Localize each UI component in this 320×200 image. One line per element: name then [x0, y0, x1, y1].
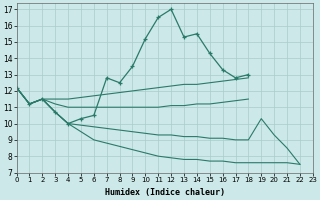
X-axis label: Humidex (Indice chaleur): Humidex (Indice chaleur)	[105, 188, 225, 197]
